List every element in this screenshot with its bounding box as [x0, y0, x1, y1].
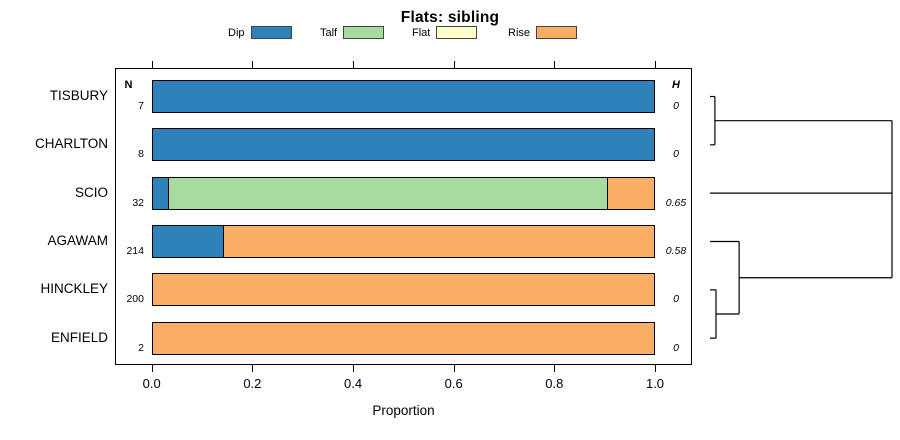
legend-item: Flat: [412, 26, 478, 39]
x-tick-label: 0.2: [243, 376, 262, 391]
bar-segment-dip: [152, 177, 169, 209]
bar-segment-rise: [606, 177, 654, 209]
x-tick-label: 0.0: [142, 376, 161, 391]
bar-segment-rise: [152, 274, 654, 306]
row-label: AGAWAM: [47, 232, 109, 248]
legend-label: Dip: [228, 26, 245, 39]
legend-item: Talf: [320, 26, 385, 39]
n-value: 32: [132, 196, 144, 209]
x-tick-bottom: [151, 365, 153, 372]
h-value: 0: [673, 293, 679, 306]
n-value: 214: [126, 244, 144, 257]
x-tick-top: [554, 61, 556, 68]
chart-title: Flats: sibling: [400, 9, 500, 26]
row-label: SCIO: [74, 184, 108, 200]
legend-swatch-talf: [343, 26, 385, 39]
x-tick-top: [151, 61, 153, 68]
bar-row: [151, 224, 655, 258]
x-tick-bottom: [655, 365, 656, 372]
legend-label: Flat: [412, 26, 431, 39]
legend-swatch-flat: [436, 26, 478, 39]
bar-row: [151, 273, 655, 307]
x-tick-label: 0.8: [545, 376, 564, 391]
legend-item: Dip: [228, 26, 292, 39]
bar-segment-dip: [152, 81, 654, 112]
bar-row: [151, 80, 655, 113]
n-value: 7: [138, 100, 144, 112]
bar-row: [151, 128, 655, 162]
legend-label: Talf: [320, 26, 338, 39]
plot-box: [115, 68, 692, 365]
bar-segment-dip: [152, 225, 223, 257]
bar-row: [151, 321, 655, 355]
bar-row: [151, 176, 655, 210]
h-value: 0.58: [665, 244, 687, 257]
legend-label: Rise: [508, 26, 531, 39]
x-tick-label: 0.4: [343, 376, 363, 391]
row-label: HINCKLEY: [40, 281, 108, 297]
x-tick-bottom: [252, 365, 254, 372]
legend-swatch-dip: [250, 26, 292, 39]
row-label: CHARLTON: [34, 136, 108, 152]
bar-segment-rise: [152, 322, 654, 354]
bar-segment-rise: [222, 225, 654, 257]
legend-swatch-rise: [536, 26, 578, 39]
x-tick-label: 1.0: [645, 376, 665, 391]
x-tick-top: [353, 61, 355, 68]
bar-segment-talf: [168, 177, 607, 209]
x-tick-bottom: [554, 365, 556, 372]
n-value: 200: [126, 293, 144, 306]
h-value: 0: [673, 341, 679, 354]
n-value: 2: [138, 341, 144, 354]
x-tick-bottom: [353, 365, 355, 372]
h-value: 0: [673, 148, 679, 161]
bar-segment-dip: [152, 129, 654, 161]
h-column-header: H: [672, 79, 680, 91]
x-tick-top: [252, 61, 254, 68]
n-value: 8: [138, 148, 144, 161]
x-tick-label: 0.6: [444, 376, 463, 391]
row-label: TISBURY: [49, 88, 108, 103]
h-value: 0: [673, 100, 679, 112]
x-axis-label: Proportion: [372, 403, 435, 418]
n-column-header: N: [124, 79, 133, 91]
h-value: 0.65: [665, 196, 687, 209]
x-tick-top: [453, 61, 455, 68]
row-label: ENFIELD: [50, 329, 108, 345]
legend-item: Rise: [508, 26, 578, 39]
x-tick-top: [655, 61, 656, 68]
x-tick-bottom: [453, 365, 455, 372]
